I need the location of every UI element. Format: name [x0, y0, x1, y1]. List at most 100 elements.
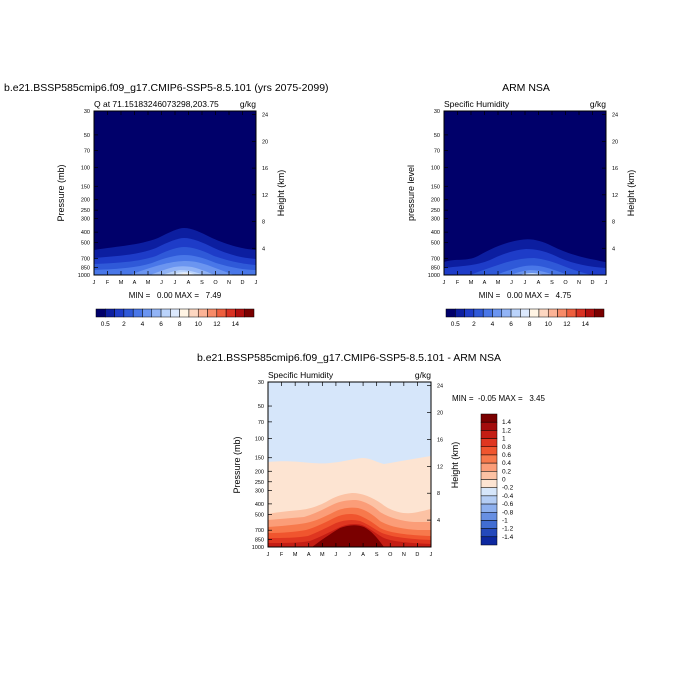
panel-diff-colorbar-label: -0.4 [502, 493, 514, 500]
panel-obs-colorbar-swatch [473, 308, 484, 318]
panel-obs-axes: J F M A M J J A S O N D J 30 50 70 100 150 200 250 300 400 500… [428, 109, 618, 286]
panel-diff-y-axis-label: Pressure (mb) [232, 436, 242, 493]
panel-obs-title: ARM NSA [502, 82, 550, 94]
panel-diff-y-tick-label: 500 [255, 512, 264, 518]
panel-diff-y2-tick-label: 8 [437, 491, 440, 497]
panel-diff-colorbar-swatch [480, 487, 498, 497]
panel-diff-y-tick-label: 150 [255, 456, 264, 462]
panel-obs-colorbar-swatch [492, 308, 503, 318]
panel-diff-x-tick-label: J [335, 552, 338, 558]
panel-obs-colorbar-swatch [538, 308, 549, 318]
panel-obs-y2-tick-label: 20 [612, 139, 618, 145]
panel-model-colorbar-swatch [105, 308, 115, 318]
panel-obs-colorbar-swatch [482, 308, 493, 318]
panel-model-colorbar-swatch [188, 308, 199, 318]
panel-obs-y-tick-label: 700 [431, 256, 440, 262]
panel-diff-colorbar-label: 0.4 [502, 460, 511, 467]
panel-obs-unit-label: g/kg [590, 99, 606, 109]
panel-obs-colorbar-label: 4 [491, 321, 495, 328]
panel-diff-y2-axis-label: Height (km) [450, 442, 460, 489]
panel-model-colorbar-label: 2 [122, 321, 126, 328]
panel-model-y-tick-label: 30 [84, 109, 90, 115]
panel-diff-y-tick-label: 850 [255, 537, 264, 543]
panel-diff-colorbar-swatch [480, 536, 498, 546]
panel-diff-colorbar-label: 0 [502, 477, 506, 484]
panel-model-y-tick-label: 100 [81, 165, 90, 171]
panel-diff-y2-tick-label: 20 [437, 411, 443, 417]
panel-model-min-max: MIN = 0.00 MAX = 7.49 [129, 291, 222, 300]
panel-diff-colorbar-swatch [480, 421, 498, 431]
panel-model-y2-tick-label: 16 [262, 166, 268, 172]
panel-diff-x-tick-label: F [280, 552, 284, 558]
panel-diff-colorbar-swatch [480, 430, 498, 439]
panel-obs-y-tick-label: 250 [431, 208, 440, 214]
panel-obs-left-label: Specific Humidity [444, 99, 510, 109]
panel-model-colorbar-swatch [142, 308, 153, 318]
panel-obs-colorbar-label: 0.5 [451, 321, 460, 328]
panel-diff-colorbar-label: 0.6 [502, 452, 511, 459]
panel-model-axes: J F M A M J J A S O N D J 30 50 70 100 150 200 250 300 400 500… [78, 109, 268, 286]
panel-obs-x-tick-label: A [483, 280, 487, 286]
panel-obs-y2-tick-label: 24 [612, 113, 618, 119]
panel-model-x-tick-label: M [119, 280, 124, 286]
panel-diff-x-tick-label: M [320, 552, 325, 558]
panel-model-y-tick-label: 300 [81, 217, 90, 223]
panel-diff-x-tick-label: J [430, 552, 433, 558]
panel-model-colorbar-swatch [225, 308, 236, 318]
panel-diff-y-tick-label: 700 [255, 528, 264, 534]
panel-model-colorbar-swatch [235, 308, 245, 318]
panel-obs-x-tick-label: J [524, 280, 527, 286]
panel-model-x-tick-label: O [213, 280, 218, 286]
panel-obs-y-tick-label: 100 [431, 165, 440, 171]
panel-model-x-tick-label: J [93, 280, 96, 286]
panel-model-colorbar-label: 12 [213, 321, 221, 328]
panel-diff-y2-tick-label: 16 [437, 437, 443, 443]
panel-model-x-tick-label: N [227, 280, 231, 286]
panel-diff-colorbar-label: 1 [502, 436, 506, 443]
panel-model-colorbar-swatch [160, 308, 171, 318]
panel-obs-field [444, 111, 606, 275]
panel-obs-colorbar-swatch [557, 308, 568, 318]
panel-diff-colorbar-swatch [480, 520, 498, 529]
panel-obs-y2-tick-label: 8 [612, 220, 615, 226]
panel-diff-y-tick-label: 400 [255, 502, 264, 508]
panel-model-field [94, 111, 256, 275]
panel-obs-x-tick-label: M [469, 280, 474, 286]
panel-obs-y-axis-label: pressure level [406, 165, 416, 221]
panel-obs-y-tick-label: 850 [431, 265, 440, 271]
panel-obs-x-tick-label: J [443, 280, 446, 286]
panel-model-y-tick-label: 850 [81, 265, 90, 271]
panel-diff-colorbar-swatch [480, 528, 498, 538]
panel-diff-x-tick-label: D [415, 552, 419, 558]
panel-diff-y-tick-label: 100 [255, 437, 264, 443]
panel-model-y2-tick-label: 24 [262, 113, 268, 119]
panel-obs-colorbar-swatch [594, 308, 605, 318]
panel-diff-colorbar-swatch [480, 454, 498, 464]
panel-diff-y2-tick-label: 24 [437, 384, 443, 390]
panel-obs-x-tick-label: S [550, 280, 554, 286]
panel-obs-colorbar-label: 14 [582, 321, 590, 328]
panel-diff-y-tick-label: 50 [258, 404, 264, 410]
panel-diff-colorbar: 1.41.2 10.80.60.40.2 0-0.2-0.4-0.6-0.8-1 -1… [480, 413, 514, 546]
panel-obs-colorbar-swatch [529, 308, 540, 318]
panel-obs-x-tick-label: O [563, 280, 568, 286]
panel-diff-y-tick-label: 70 [258, 420, 264, 426]
panel-model-colorbar-swatch [123, 308, 134, 318]
panel-model-y-axis-label: Pressure (mb) [56, 164, 66, 221]
panel-obs-colorbar-label: 2 [472, 321, 476, 328]
panel-diff-colorbar-swatch [480, 503, 498, 513]
panel-diff-colorbar-swatch [480, 446, 498, 456]
panel-diff-y-tick-label: 250 [255, 480, 264, 486]
panel-obs-x-tick-label: J [605, 280, 608, 286]
panel-model-x-tick-label: A [133, 280, 137, 286]
panel-obs-x-tick-label: F [456, 280, 460, 286]
panel-obs-y2-tick-label: 12 [612, 193, 618, 199]
panel-obs-colorbar-swatch [520, 308, 530, 318]
panel-model-colorbar-label: 8 [178, 321, 182, 328]
panel-obs-contour-5 [510, 270, 556, 275]
panel-diff-unit-label: g/kg [415, 370, 431, 380]
panel-obs-y-tick-label: 300 [431, 217, 440, 223]
panel-obs-x-tick-label: N [577, 280, 581, 286]
panel-model-y-tick-label: 50 [84, 133, 90, 139]
